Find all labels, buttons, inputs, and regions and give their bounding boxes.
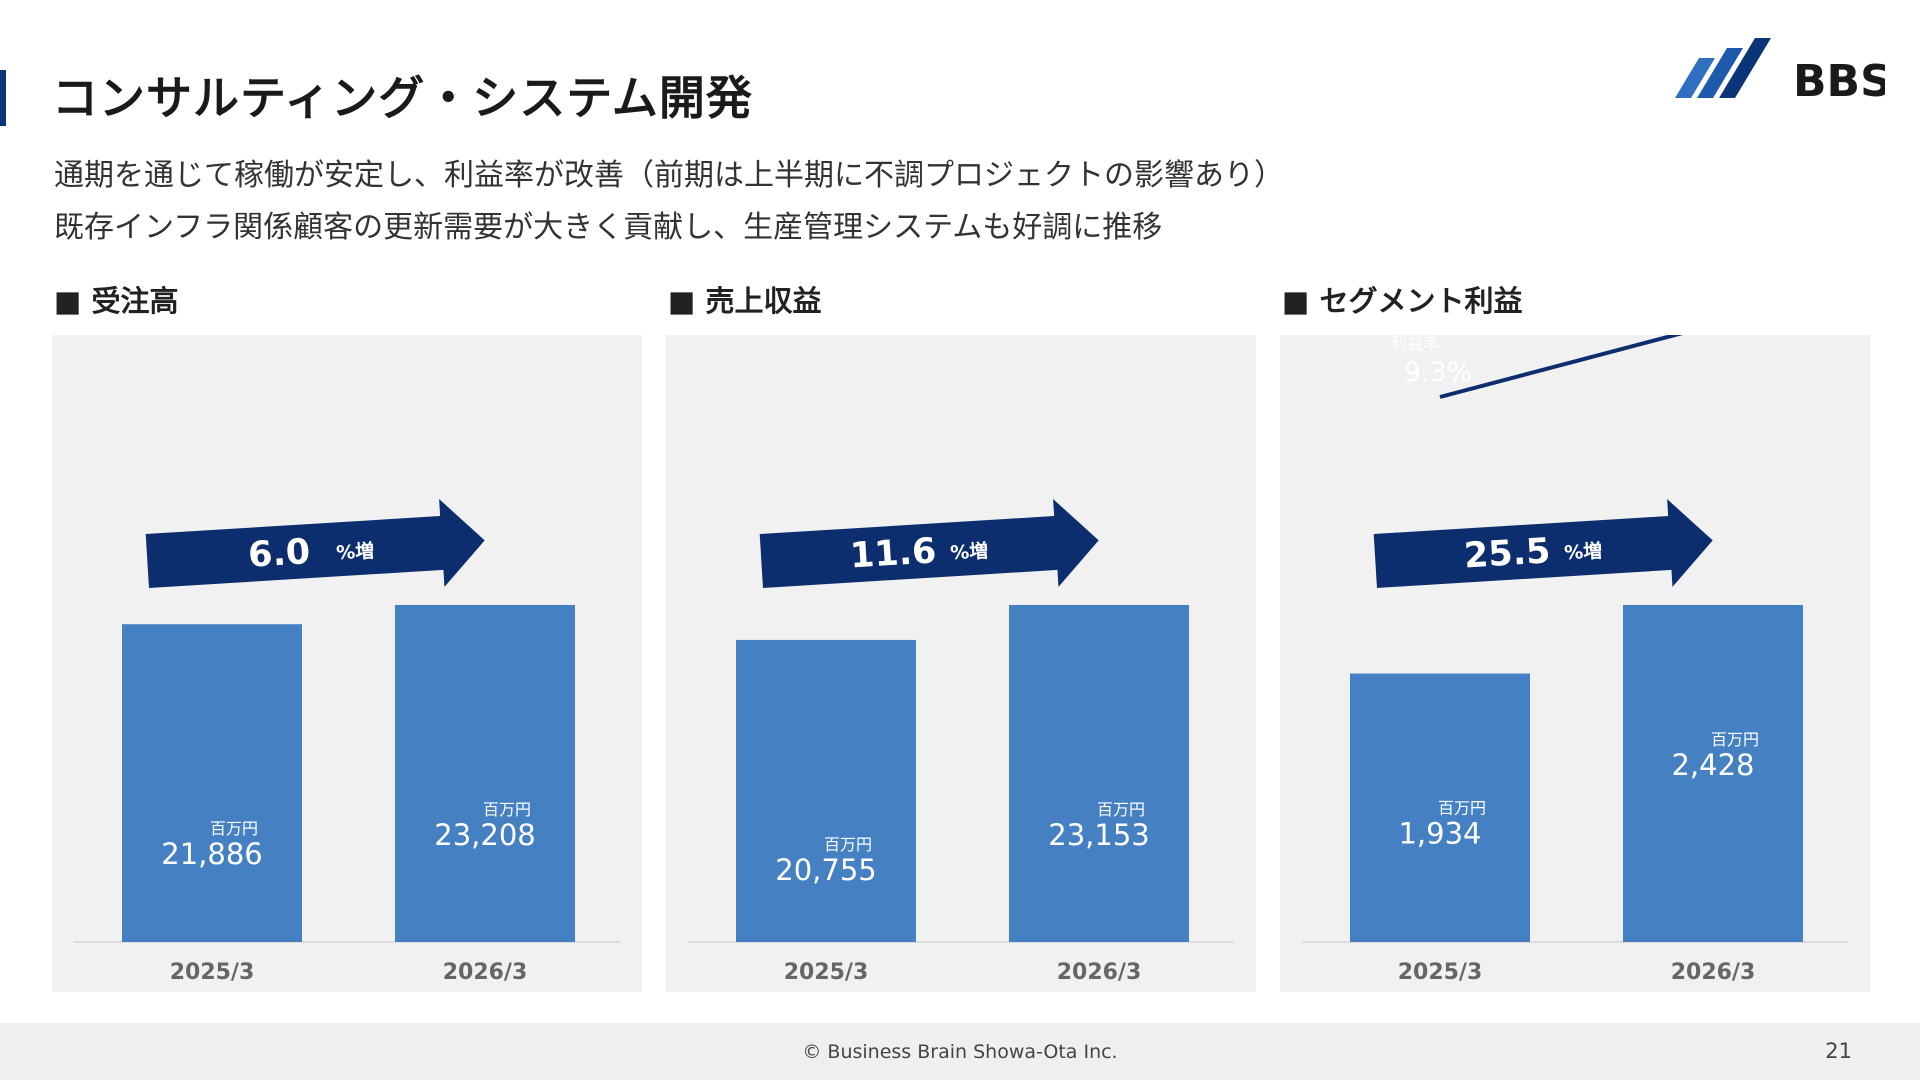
x-tick-label: 2025/3 — [170, 960, 255, 985]
copyright: © Business Brain Showa-Ota Inc. — [802, 1041, 1118, 1063]
bar-2026-3 — [395, 605, 575, 942]
x-tick-label: 2026/3 — [1671, 960, 1756, 985]
bar-2025-3 — [122, 624, 302, 942]
chart-panel-orders: 2025/3 2026/3 百万円 21,886 百万円 23,208 6.0 %増 — [52, 335, 642, 992]
data-label: 1,934 — [1398, 817, 1481, 851]
growth-suffix: %増 — [335, 539, 374, 564]
unit-label: 百万円 — [1097, 800, 1145, 819]
unit-label: 百万円 — [210, 819, 258, 838]
x-tick-label: 2026/3 — [1057, 960, 1142, 985]
segment-profit-chart: 2025/32026/3百万円1,934百万円2,428利益率9.3%10.5%… — [1302, 335, 1848, 985]
footer: © Business Brain Showa-Ota Inc. 21 — [0, 1023, 1920, 1080]
growth-arrow: 11.6 %増 — [759, 499, 1099, 588]
chart-panel-revenue: 2025/3 2026/3 百万円 20,755 百万円 23,153 11.6 %増 — [666, 335, 1256, 992]
section-title-revenue: ■ 売上収益 — [668, 284, 822, 318]
x-tick-label: 2025/3 — [1398, 960, 1483, 985]
growth-label: 11.6 — [849, 531, 938, 576]
summary-line-1: 通期を通じて稼働が安定し、利益率が改善（前期は上半期に不調プロジェクトの影響あり… — [54, 158, 1284, 193]
section-title-orders: ■ 受注高 — [54, 284, 179, 318]
bar-2025-3 — [736, 639, 916, 942]
chart-panel-segment-profit: 2025/32026/3百万円1,934百万円2,428利益率9.3%10.5%… — [1280, 335, 1870, 992]
x-tick-label: 2026/3 — [443, 960, 528, 985]
growth-arrow-shape — [145, 499, 485, 588]
profit-margin-line — [1439, 335, 1683, 399]
unit-label: 百万円 — [1438, 799, 1486, 818]
data-label: 21,886 — [161, 837, 262, 871]
data-label: 2,428 — [1671, 748, 1754, 782]
line-series-name: 利益率 — [1391, 335, 1439, 353]
data-label: 23,208 — [434, 818, 535, 852]
data-label: 23,153 — [1048, 818, 1149, 852]
growth-arrow: 25.5 %増 — [1373, 499, 1713, 588]
x-tick-label: 2025/3 — [784, 960, 869, 985]
section-title-segment-profit: ■ セグメント利益 — [1282, 284, 1523, 318]
bar-2026-3 — [1623, 605, 1803, 942]
unit-label: 百万円 — [824, 835, 872, 854]
bbs-logo: BBS — [1675, 38, 1885, 102]
growth-suffix: %増 — [1563, 539, 1602, 564]
unit-label: 百万円 — [483, 800, 531, 819]
page-title: コンサルティング・システム開発 — [52, 71, 753, 125]
unit-label: 百万円 — [1711, 730, 1759, 749]
growth-label: 25.5 — [1463, 531, 1552, 576]
growth-arrow-shape — [1373, 499, 1713, 588]
logo-text: BBS — [1793, 56, 1885, 102]
margin-label: 9.3% — [1404, 357, 1473, 388]
data-label: 20,755 — [775, 853, 876, 887]
growth-arrow-shape — [759, 499, 1099, 588]
growth-label: 6.0 — [247, 532, 311, 576]
page-number: 21 — [1825, 1039, 1852, 1063]
growth-suffix: %増 — [949, 539, 988, 564]
growth-arrow: 6.0 %増 — [145, 499, 485, 588]
bar-2025-3 — [1350, 673, 1530, 942]
summary-line-2: 既存インフラ関係顧客の更新需要が大きく貢献し、生産管理システムも好調に推移 — [54, 210, 1163, 245]
title-accent-bar — [0, 70, 6, 126]
bar-2026-3 — [1009, 605, 1189, 942]
